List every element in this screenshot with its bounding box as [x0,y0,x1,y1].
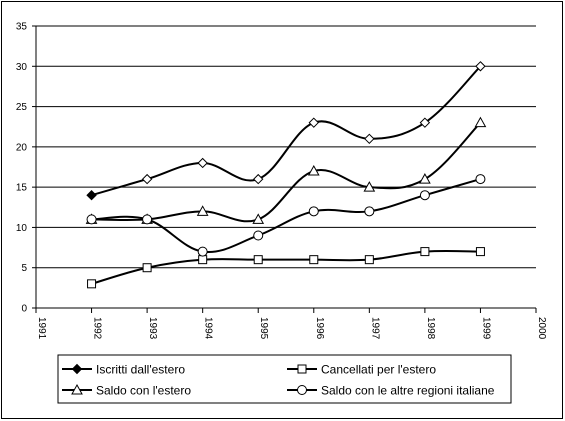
x-tick-label: 1996 [314,317,325,340]
data-point [197,246,208,257]
legend-marker [297,385,307,395]
data-point [308,206,319,217]
x-tick-label: 1993 [147,317,158,340]
y-tick-label: 25 [16,102,28,113]
legend-marker [71,383,83,395]
data-point [475,247,485,257]
data-point [308,117,319,128]
y-tick-label: 30 [16,62,28,73]
data-point [197,157,208,169]
data-point [307,164,320,176]
y-tick-label: 0 [21,304,27,315]
data-point [142,214,153,225]
data-point [364,133,375,145]
x-tick-label: 1997 [369,317,380,340]
data-point [198,255,208,265]
data-point [141,173,153,185]
data-point [253,255,263,265]
data-point [142,263,152,273]
x-tick-label: 1995 [258,317,269,340]
data-point [363,181,376,192]
series-cancellati-line [91,249,481,285]
series-iscritti-line [91,65,482,197]
x-tick-label: 1994 [203,317,214,340]
data-point [419,173,431,184]
x-tick-label: 1998 [425,317,436,340]
data-point [364,255,374,265]
data-point [253,173,264,185]
data-point [86,189,97,201]
data-point [419,190,430,201]
y-tick-label: 15 [16,183,28,194]
x-tick-label: 1992 [92,317,103,340]
data-point [420,247,430,257]
legend-label: Iscritti dall'estero [96,363,185,377]
x-tick-label: 1999 [480,317,491,340]
data-point [309,255,319,265]
data-point [474,116,487,128]
data-point [475,174,486,185]
legend-label: Saldo con le altre regioni italiane [321,384,495,398]
legend-label: Saldo con l'estero [96,384,191,398]
data-point [475,61,486,72]
data-point [196,205,209,216]
y-tick-label: 10 [16,223,28,234]
data-point [419,117,431,128]
legend-marker [71,363,83,375]
legend-marker [297,364,307,374]
y-tick-label: 20 [16,142,28,153]
series-saldo-regioni-line [91,178,481,254]
data-point [253,230,264,241]
x-tick-label: 1991 [36,317,47,340]
data-point [364,206,375,217]
x-tick-label: 2000 [536,317,547,340]
y-tick-label: 35 [16,22,28,33]
y-tick-label: 5 [21,263,27,274]
legend-label: Cancellati per l'estero [321,363,436,377]
data-point [252,213,265,224]
data-point [86,214,97,225]
legend-box [57,354,512,404]
data-point [87,279,97,289]
